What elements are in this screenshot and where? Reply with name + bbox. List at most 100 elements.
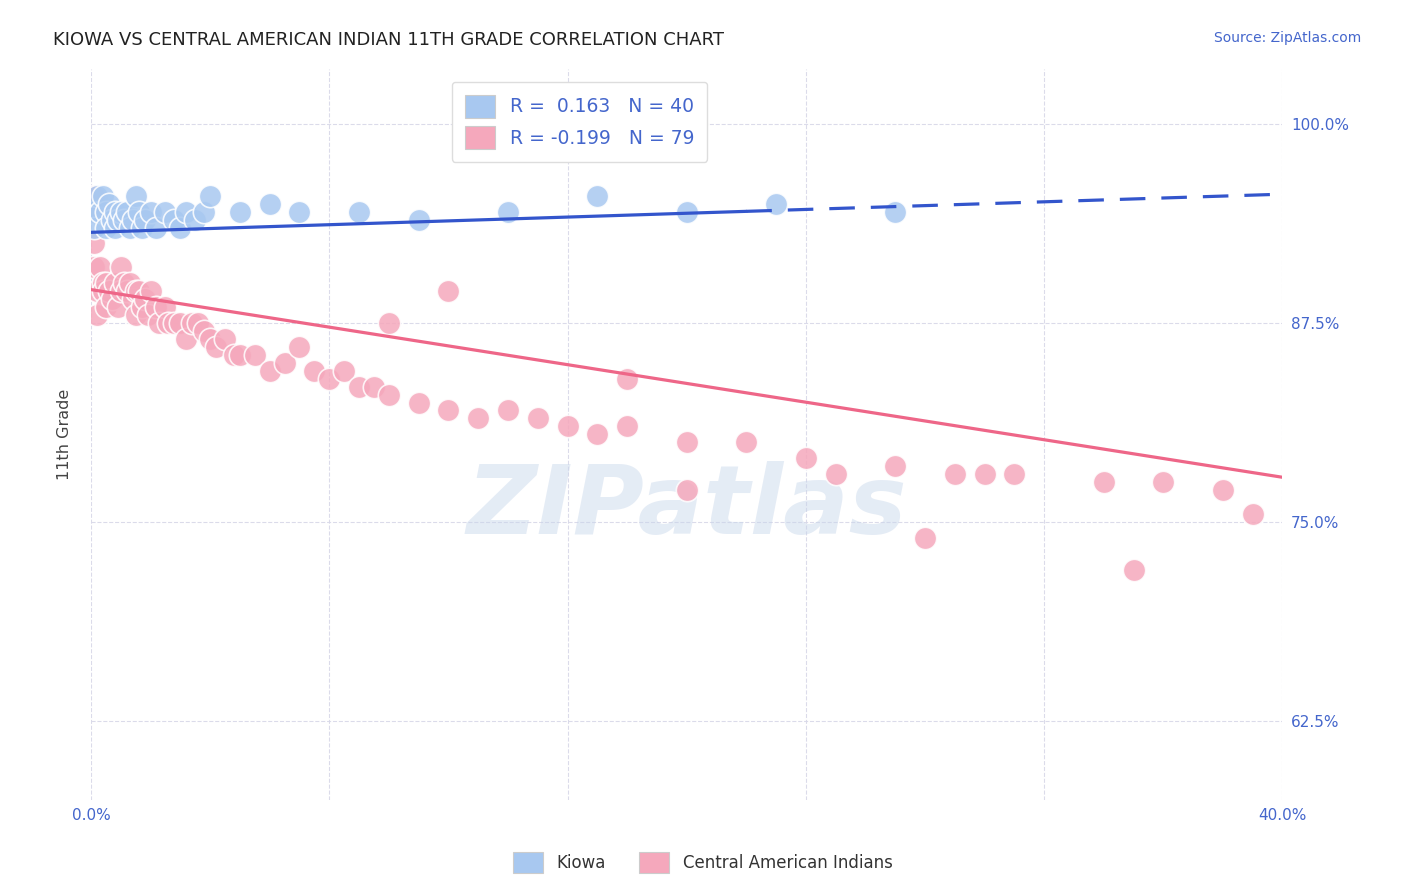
Point	[169, 316, 191, 330]
Point	[89, 260, 111, 275]
Point	[408, 395, 430, 409]
Point	[914, 531, 936, 545]
Point	[318, 372, 340, 386]
Point	[163, 316, 186, 330]
Text: Source: ZipAtlas.com: Source: ZipAtlas.com	[1213, 31, 1361, 45]
Point	[174, 204, 197, 219]
Point	[134, 292, 156, 306]
Point	[118, 220, 141, 235]
Point	[1092, 475, 1115, 489]
Point	[83, 204, 105, 219]
Point	[136, 308, 159, 322]
Point	[134, 212, 156, 227]
Point	[229, 348, 252, 362]
Point	[794, 451, 817, 466]
Point	[112, 212, 135, 227]
Point	[184, 212, 207, 227]
Point	[174, 332, 197, 346]
Point	[83, 204, 105, 219]
Point	[121, 212, 143, 227]
Point	[157, 316, 180, 330]
Point	[86, 188, 108, 202]
Point	[110, 204, 132, 219]
Point	[437, 403, 460, 417]
Point	[824, 467, 846, 481]
Point	[104, 277, 127, 291]
Point	[115, 284, 138, 298]
Point	[83, 188, 105, 202]
Point	[139, 204, 162, 219]
Point	[155, 300, 177, 314]
Point	[83, 236, 105, 251]
Point	[145, 300, 167, 314]
Legend: Kiowa, Central American Indians: Kiowa, Central American Indians	[506, 846, 900, 880]
Point	[118, 277, 141, 291]
Point	[765, 196, 787, 211]
Point	[94, 300, 117, 314]
Point	[107, 300, 129, 314]
Point	[526, 411, 548, 425]
Point	[347, 204, 370, 219]
Point	[586, 188, 609, 202]
Point	[243, 348, 266, 362]
Point	[408, 212, 430, 227]
Point	[187, 316, 209, 330]
Point	[1122, 562, 1144, 576]
Point	[94, 277, 117, 291]
Point	[86, 284, 108, 298]
Point	[101, 212, 124, 227]
Point	[94, 220, 117, 235]
Point	[124, 188, 146, 202]
Point	[943, 467, 966, 481]
Point	[467, 411, 489, 425]
Point	[94, 204, 117, 219]
Point	[557, 419, 579, 434]
Text: KIOWA VS CENTRAL AMERICAN INDIAN 11TH GRADE CORRELATION CHART: KIOWA VS CENTRAL AMERICAN INDIAN 11TH GR…	[53, 31, 724, 49]
Point	[675, 435, 697, 450]
Point	[1241, 507, 1264, 521]
Point	[107, 212, 129, 227]
Point	[83, 260, 105, 275]
Point	[91, 188, 114, 202]
Point	[181, 316, 204, 330]
Point	[333, 364, 356, 378]
Point	[259, 364, 281, 378]
Point	[91, 284, 114, 298]
Point	[378, 316, 401, 330]
Point	[347, 379, 370, 393]
Point	[586, 427, 609, 442]
Point	[155, 204, 177, 219]
Point	[288, 340, 311, 354]
Point	[104, 220, 127, 235]
Point	[128, 284, 150, 298]
Point	[273, 356, 295, 370]
Point	[83, 220, 105, 235]
Point	[124, 308, 146, 322]
Point	[97, 196, 120, 211]
Point	[735, 435, 758, 450]
Point	[131, 220, 153, 235]
Point	[259, 196, 281, 211]
Point	[198, 188, 221, 202]
Point	[616, 419, 638, 434]
Point	[1002, 467, 1025, 481]
Point	[1212, 483, 1234, 497]
Point	[973, 467, 995, 481]
Text: ZIPatlas: ZIPatlas	[467, 461, 907, 554]
Point	[91, 277, 114, 291]
Point	[675, 483, 697, 497]
Point	[363, 379, 385, 393]
Point	[304, 364, 326, 378]
Point	[496, 204, 519, 219]
Point	[110, 260, 132, 275]
Point	[112, 277, 135, 291]
Point	[110, 284, 132, 298]
Point	[145, 220, 167, 235]
Point	[131, 300, 153, 314]
Point	[163, 212, 186, 227]
Point	[884, 459, 907, 474]
Legend: R =  0.163   N = 40, R = -0.199   N = 79: R = 0.163 N = 40, R = -0.199 N = 79	[451, 81, 707, 162]
Point	[616, 372, 638, 386]
Point	[193, 204, 215, 219]
Point	[198, 332, 221, 346]
